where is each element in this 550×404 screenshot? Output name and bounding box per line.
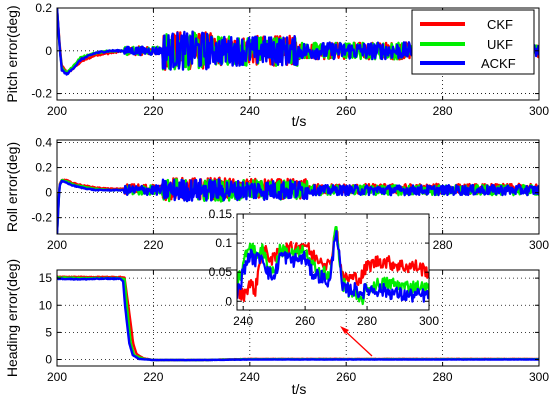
x-tick-label: 260 — [295, 314, 315, 328]
x-tick-label: 200 — [47, 238, 67, 252]
pitch-ylabel: Pitch error(deg) — [4, 5, 20, 102]
arrow-shaft — [343, 329, 373, 357]
y-tick-label: 0 — [45, 186, 52, 200]
heading-xlabel: t/s — [292, 381, 307, 397]
y-tick-label: 0.1 — [215, 236, 232, 250]
pitch-xlabel: t/s — [292, 113, 307, 129]
series-group — [237, 226, 429, 306]
series-line-ackf — [57, 277, 539, 362]
x-tick-label: 240 — [240, 370, 260, 384]
x-tick-label: 300 — [419, 314, 439, 328]
x-tick-label: 220 — [143, 238, 163, 252]
legend-label-ackf: ACKF — [481, 56, 516, 71]
y-tick-label: 0.05 — [209, 265, 233, 279]
x-tick-label: 260 — [336, 104, 356, 118]
y-tick-label: 0.15 — [209, 207, 233, 221]
x-tick-label: 220 — [143, 370, 163, 384]
y-tick-label: -0.2 — [31, 211, 52, 225]
heading-ylabel: Heading error(deg) — [4, 259, 20, 377]
axes-frame — [236, 213, 430, 311]
y-tick-label: 5 — [45, 325, 52, 339]
arrow-head — [340, 326, 349, 334]
series-line-ackf — [237, 230, 429, 303]
axes-frame — [56, 7, 540, 101]
x-tick-label: 300 — [529, 370, 549, 384]
x-tick-label: 260 — [336, 370, 356, 384]
x-tick-label: 300 — [529, 238, 549, 252]
x-tick-label: 200 — [47, 104, 67, 118]
series-group — [57, 176, 539, 234]
y-tick-label: 0 — [45, 44, 52, 58]
legend-label-ukf: UKF — [487, 37, 513, 52]
x-tick-label: 200 — [47, 370, 67, 384]
y-tick-label: 0 — [45, 352, 52, 366]
x-tick-label: 280 — [433, 104, 453, 118]
x-tick-label: 280 — [357, 314, 377, 328]
legend: CKF UKF ACKF — [411, 9, 535, 75]
y-tick-label: 0.4 — [35, 136, 52, 150]
series-group — [57, 275, 539, 362]
x-tick-label: 300 — [529, 104, 549, 118]
y-tick-label: 10 — [39, 298, 53, 312]
roll-ylabel: Roll error(deg) — [4, 142, 20, 232]
x-tick-label: 240 — [240, 104, 260, 118]
x-tick-label: 280 — [433, 238, 453, 252]
x-tick-label: 240 — [233, 314, 253, 328]
annotation-arrow — [340, 326, 373, 357]
legend-label-ckf: CKF — [487, 17, 513, 32]
x-tick-label: 280 — [433, 370, 453, 384]
y-tick-label: 15 — [39, 271, 53, 285]
series-line-ackf — [57, 178, 539, 234]
y-tick-label: 0 — [225, 294, 232, 308]
y-tick-label: 0.2 — [35, 1, 52, 15]
x-tick-label: 220 — [143, 104, 163, 118]
roll-inset-panel: 240 260 280 300 0 0.05 0.1 0.15 — [209, 207, 440, 328]
y-tick-label: -0.2 — [31, 87, 52, 101]
y-tick-label: 0.2 — [35, 161, 52, 175]
